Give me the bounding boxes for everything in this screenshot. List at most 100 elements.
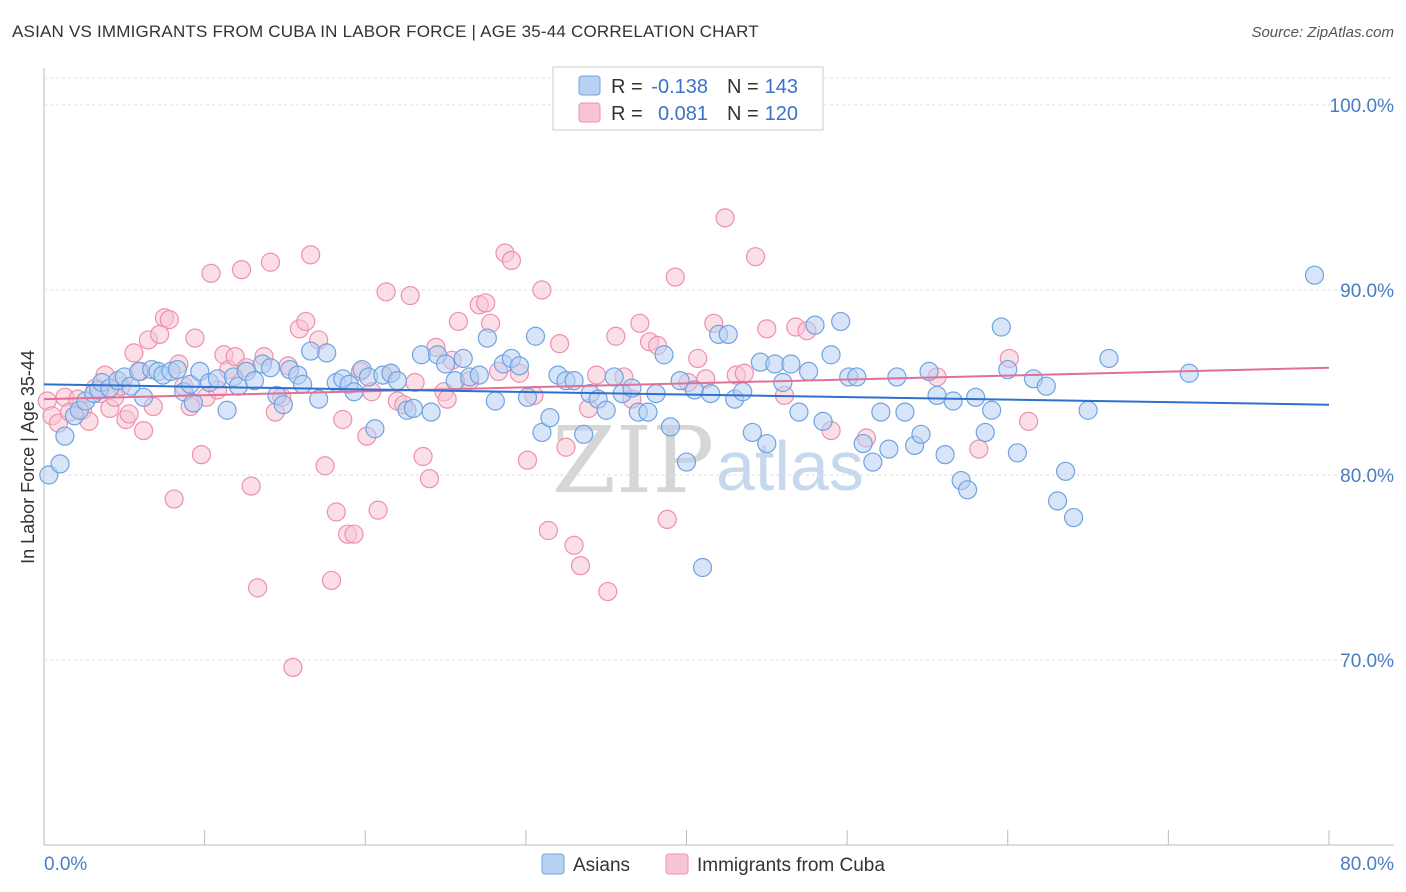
- asian-point: [676, 452, 697, 472]
- asian-point: [317, 343, 337, 363]
- legend-n-label-2: N =: [727, 103, 759, 125]
- cuba-point: [476, 293, 496, 313]
- legend-n-value-1: 143: [765, 76, 798, 98]
- asian-point: [773, 372, 793, 393]
- cuba-point: [296, 311, 316, 332]
- asian-point: [365, 419, 385, 439]
- asian-point: [670, 371, 690, 391]
- asian-point: [991, 317, 1011, 337]
- asian-point: [821, 345, 841, 365]
- cuba-point: [606, 326, 626, 346]
- cuba-point: [248, 578, 268, 598]
- y-tick-label: 80.0%: [1340, 466, 1394, 487]
- asian-point: [525, 326, 546, 346]
- legend-n-label-1: N =: [727, 76, 759, 98]
- x-tick-marks: [43, 830, 1330, 845]
- cuba-point: [657, 509, 677, 530]
- cuba-point: [969, 439, 989, 459]
- cuba-point: [321, 570, 342, 591]
- watermark-atlas: atlas: [716, 427, 864, 505]
- asian-point: [895, 402, 915, 422]
- asian-point: [692, 557, 713, 578]
- asian-point: [421, 402, 441, 422]
- cuba-point: [688, 348, 708, 369]
- asian-point: [700, 384, 721, 404]
- asian-point: [742, 422, 762, 443]
- asian-point: [453, 348, 473, 369]
- cuba-point: [376, 282, 396, 302]
- cuba-point: [315, 456, 335, 476]
- asian-point: [927, 385, 947, 406]
- cuba-trend-line: [43, 366, 1330, 401]
- legend-n-value-2: 120: [765, 103, 798, 125]
- asian-point: [919, 361, 939, 381]
- cuba-point: [185, 328, 205, 348]
- chart-title: ASIAN VS IMMIGRANTS FROM CUBA IN LABOR F…: [12, 22, 759, 41]
- asian-point: [574, 424, 594, 444]
- asian-point: [293, 374, 313, 394]
- asian-point: [831, 311, 851, 332]
- y-tick-label: 100.0%: [1330, 96, 1395, 117]
- asian-point: [622, 378, 642, 398]
- cuba-point: [715, 208, 735, 228]
- asian-point: [260, 358, 281, 378]
- asian-point: [485, 391, 505, 411]
- asian-point: [813, 411, 833, 431]
- correlation-legend: R = -0.138 N = 143 R = 0.081 N = 120: [552, 66, 824, 131]
- cuba-point: [333, 409, 353, 430]
- cuba-point: [501, 250, 522, 270]
- asian-point: [403, 398, 424, 418]
- asian-point: [982, 400, 1002, 420]
- asian-point: [540, 408, 560, 428]
- cuba-point: [550, 334, 570, 354]
- asian-point: [998, 359, 1018, 380]
- asian-point: [943, 391, 963, 411]
- asian-point: [853, 433, 873, 454]
- cuba-point: [665, 267, 685, 287]
- y-axis-label: In Labor Force | Age 35-44: [18, 350, 38, 564]
- cuba-point: [260, 252, 281, 272]
- series-swatch-cuba: [665, 853, 689, 875]
- asian-point: [1055, 461, 1076, 481]
- cuba-point: [556, 437, 576, 457]
- cuba-point: [564, 535, 584, 555]
- asian-point: [217, 400, 237, 420]
- asian-point: [879, 439, 899, 459]
- cuba-point: [448, 311, 469, 332]
- asian-point: [798, 361, 819, 381]
- asian-point: [966, 387, 986, 407]
- cuba-point: [538, 520, 558, 541]
- y-tick-label: 70.0%: [1340, 651, 1394, 672]
- asian-point: [1064, 507, 1084, 528]
- asian-point: [604, 367, 624, 387]
- asian-point: [244, 371, 265, 391]
- cuba-point: [283, 657, 303, 678]
- asian-point: [887, 367, 907, 387]
- cuba-point: [201, 263, 221, 283]
- asian-point: [847, 367, 867, 387]
- asian-point: [477, 328, 497, 348]
- y-tick-labels: 70.0% 80.0% 90.0% 100.0%: [1330, 96, 1395, 672]
- cuba-point: [368, 500, 388, 520]
- cuba-point: [413, 446, 433, 467]
- asian-point: [180, 374, 200, 394]
- asian-point: [957, 480, 978, 500]
- cuba-point: [437, 389, 457, 409]
- asian-trend-line: [43, 383, 1330, 406]
- cuba-point: [630, 313, 650, 333]
- asian-point: [183, 393, 203, 413]
- cuba-point: [517, 450, 538, 470]
- asian-point: [733, 382, 753, 402]
- asian-point: [387, 371, 407, 391]
- series-legend: Asians Immigrants from Cuba: [541, 853, 885, 876]
- cuba-point: [326, 502, 346, 522]
- asian-point: [1036, 376, 1056, 396]
- asian-point: [765, 354, 785, 374]
- cuba-point: [241, 476, 261, 496]
- asian-point: [301, 341, 321, 361]
- series-label-asians: Asians: [573, 855, 630, 876]
- asian-point: [654, 345, 674, 365]
- cuba-point: [405, 372, 425, 393]
- asian-point: [911, 424, 931, 444]
- cuba-point: [344, 524, 364, 544]
